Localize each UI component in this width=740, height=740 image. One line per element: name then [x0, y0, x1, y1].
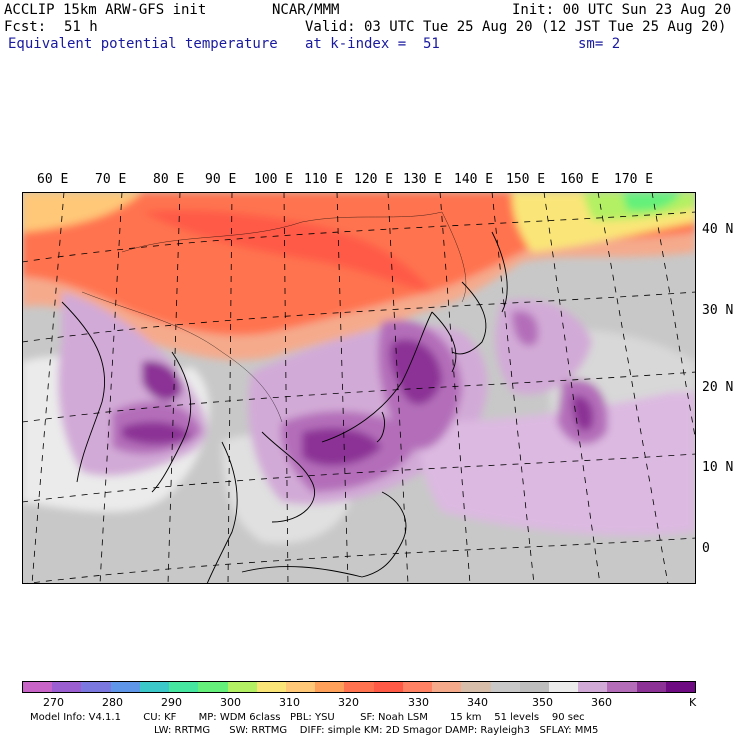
colorbar-swatch [519, 682, 549, 692]
smoothing: sm= 2 [578, 36, 621, 52]
init-time: Init: 00 UTC Sun 23 Aug 20 [512, 2, 732, 18]
lat-label: 0 [702, 541, 710, 556]
colorbar-label: 310 [279, 696, 300, 709]
colorbar-swatch [52, 682, 82, 692]
lon-label: 150 E [506, 172, 546, 187]
forecast-hours: 51 h [64, 19, 98, 35]
lon-label: 110 E [304, 172, 344, 187]
colorbar-swatch [139, 682, 170, 692]
coastlines [61, 231, 508, 584]
colorbar-label: 360 [591, 696, 612, 709]
colorbar-label: 350 [532, 696, 553, 709]
colorbar-swatch [110, 682, 140, 692]
lon-label: 70 E [95, 172, 127, 187]
colorbar-swatch [198, 682, 228, 692]
colorbar-swatch [432, 682, 462, 692]
lon-label: 60 E [37, 172, 69, 187]
forecast-label: Fcst: [4, 19, 47, 35]
colorbar-swatch [490, 682, 520, 692]
field-name: Equivalent potential temperature [8, 36, 278, 52]
lon-label: 160 E [560, 172, 600, 187]
lon-label: 130 E [403, 172, 443, 187]
colorbar-swatch [607, 682, 637, 692]
organization: NCAR/MMM [272, 2, 340, 18]
lon-label: 140 E [454, 172, 494, 187]
colorbar-label: 330 [408, 696, 429, 709]
colorbar-label: 290 [161, 696, 182, 709]
lon-label: 100 E [254, 172, 294, 187]
colorbar-label: 340 [467, 696, 488, 709]
colorbar-label: 270 [43, 696, 64, 709]
lon-label: 90 E [205, 172, 237, 187]
colorbar-swatch [344, 682, 374, 692]
colorbar-label: 320 [338, 696, 359, 709]
colorbar-swatch [636, 682, 666, 692]
model-info-line1: Model Info: V4.1.1 CU: KF MP: WDM 6class… [30, 712, 585, 723]
lat-label: 20 N [702, 380, 734, 395]
colorbar [22, 681, 696, 693]
level-index: at k-index = 51 [305, 36, 440, 52]
colorbar-swatch [578, 682, 608, 692]
graticule [22, 192, 696, 584]
valid-time: Valid: 03 UTC Tue 25 Aug 20 (12 JST Tue … [305, 19, 727, 35]
colorbar-swatch [227, 682, 257, 692]
lon-label: 120 E [354, 172, 394, 187]
colorbar-label: 300 [220, 696, 241, 709]
colorbar-swatch [315, 682, 345, 692]
lon-label: 80 E [153, 172, 185, 187]
model-info-line2: LW: RRTMG SW: RRTMG DIFF: simple KM: 2D … [154, 725, 599, 736]
theta-e-map [22, 192, 696, 584]
colorbar-swatch [373, 682, 403, 692]
colorbar-label: 280 [102, 696, 123, 709]
colorbar-swatch [256, 682, 286, 692]
colorbar-swatch [402, 682, 433, 692]
colorbar-swatch [285, 682, 316, 692]
colorbar-swatch [461, 682, 491, 692]
colorbar-swatch [665, 682, 696, 692]
colorbar-unit: K [689, 696, 697, 709]
colorbar-swatch [81, 682, 111, 692]
model-title: ACCLIP 15km ARW-GFS init [4, 2, 207, 18]
lat-label: 10 N [702, 460, 734, 475]
colorbar-swatch [548, 682, 579, 692]
colorbar-swatch [169, 682, 199, 692]
lat-label: 30 N [702, 303, 734, 318]
lon-label: 170 E [614, 172, 654, 187]
colorbar-swatch [23, 682, 53, 692]
lat-label: 40 N [702, 222, 734, 237]
